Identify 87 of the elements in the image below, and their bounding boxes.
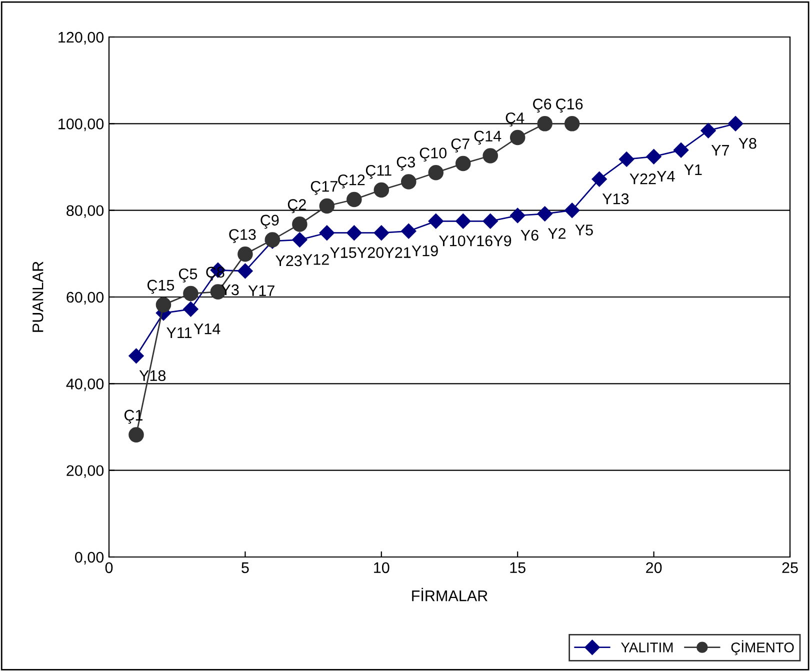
point — [428, 214, 444, 229]
annotation: Y17 — [248, 285, 274, 296]
annotation: Y16 — [466, 235, 492, 246]
point — [646, 149, 662, 164]
x-tick-label: 0 — [105, 562, 113, 574]
point — [537, 206, 552, 222]
point — [482, 214, 498, 229]
point — [510, 208, 526, 224]
y-tick-label: 0,00 — [75, 552, 104, 564]
point — [728, 116, 744, 132]
y-tick-label: 40,00 — [66, 378, 104, 392]
annotation: Y20 — [357, 247, 384, 258]
point — [374, 182, 390, 198]
annotation: Y23 — [276, 255, 302, 266]
y-tick-label: 20,00 — [66, 465, 104, 478]
point — [564, 202, 580, 218]
annotation: Ç3 — [396, 156, 415, 171]
annotation: Ç16 — [556, 98, 583, 113]
point — [455, 156, 471, 172]
annotation: Y7 — [711, 145, 729, 156]
annotation: Y11 — [166, 327, 192, 338]
annotation: Ç6 — [533, 98, 552, 113]
annotation: Y21 — [384, 247, 411, 258]
x-tick-label: 10 — [374, 562, 390, 574]
point — [428, 164, 444, 180]
point — [128, 427, 144, 442]
annotation: Ç9 — [260, 214, 279, 229]
annotation: Y14 — [194, 324, 220, 334]
point — [456, 214, 471, 229]
annotation: Ç14 — [474, 130, 502, 145]
annotation: Ç11 — [366, 164, 392, 179]
x-tick-label: 15 — [510, 562, 526, 574]
annotation: Y4 — [656, 171, 675, 182]
point — [292, 216, 308, 232]
point — [238, 246, 253, 262]
point — [401, 224, 416, 239]
annotation: Y1 — [684, 164, 702, 176]
point — [238, 263, 253, 279]
annotation: Y6 — [520, 230, 538, 241]
point — [673, 142, 689, 158]
annotation: Ç12 — [338, 174, 365, 188]
point — [592, 172, 607, 187]
point — [183, 286, 198, 302]
annotation: Y10 — [438, 235, 466, 246]
annotation: Ç5 — [178, 268, 198, 282]
x-tick-label: 5 — [242, 562, 249, 574]
point — [700, 123, 716, 138]
x-tick-label: 20 — [646, 562, 662, 574]
point — [537, 116, 552, 132]
annotation: Y13 — [602, 193, 629, 204]
y-tick-label: 80,00 — [66, 205, 104, 218]
point — [128, 348, 144, 364]
annotation: Ç2 — [288, 199, 306, 214]
point — [319, 225, 334, 240]
y-axis-title: PUANLAR — [32, 262, 44, 332]
point — [183, 302, 198, 317]
annotation: Y12 — [302, 254, 329, 265]
point — [564, 116, 580, 132]
annotation: Y8 — [738, 138, 756, 149]
point — [618, 152, 634, 167]
point — [374, 225, 389, 240]
annotation: Y19 — [412, 245, 438, 256]
annotation: Ç13 — [229, 229, 256, 243]
y-tick-label: 100,00 — [58, 118, 104, 132]
point — [346, 225, 362, 240]
annotation: Y5 — [575, 224, 593, 236]
point — [401, 174, 416, 190]
point — [510, 130, 526, 146]
point — [482, 148, 498, 164]
annotation: Y2 — [548, 228, 566, 239]
annotation: Ç7 — [451, 138, 470, 152]
y-tick-label: 60,00 — [66, 292, 104, 304]
annotation: Ç10 — [420, 148, 447, 162]
point — [346, 192, 362, 208]
x-axis-title: FİRMALAR — [412, 588, 488, 602]
annotation: Ç15 — [147, 280, 174, 294]
point — [319, 198, 335, 214]
x-tick-label: 25 — [782, 562, 798, 574]
point — [156, 297, 172, 312]
point — [292, 232, 308, 248]
annotation: Y22 — [630, 173, 656, 184]
legend-label: ÇİMENTO — [731, 640, 794, 656]
annotation: Y9 — [493, 235, 512, 246]
annotation: Ç17 — [310, 180, 338, 195]
annotation: Y15 — [330, 247, 356, 258]
legend-label: YALITIM — [621, 642, 673, 652]
y-tick-label: 120,00 — [58, 32, 104, 44]
